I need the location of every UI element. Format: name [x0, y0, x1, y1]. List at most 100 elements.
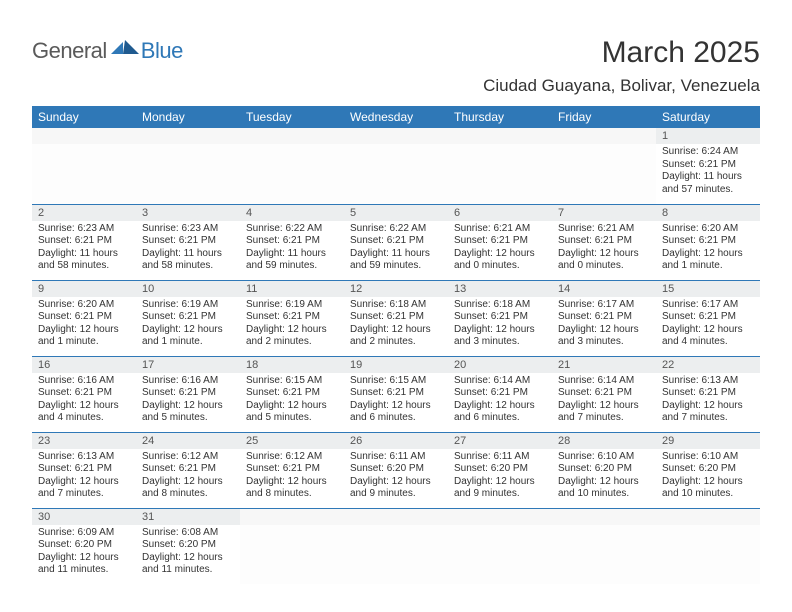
day-number: [448, 128, 552, 144]
calendar-cell: 1Sunrise: 6:24 AMSunset: 6:21 PMDaylight…: [656, 128, 760, 204]
day-number: 29: [656, 433, 760, 449]
sunrise-line: Sunrise: 6:19 AM: [246, 299, 338, 312]
sunrise-line: Sunrise: 6:14 AM: [454, 375, 546, 388]
day-number: 22: [656, 357, 760, 373]
sunset-line: Sunset: 6:20 PM: [454, 463, 546, 476]
sunrise-line: Sunrise: 6:08 AM: [142, 527, 234, 540]
day-number: 26: [344, 433, 448, 449]
day-details: Sunrise: 6:19 AMSunset: 6:21 PMDaylight:…: [240, 297, 344, 353]
calendar-table: SundayMondayTuesdayWednesdayThursdayFrid…: [32, 106, 760, 584]
day-number: [448, 509, 552, 525]
day-details: Sunrise: 6:11 AMSunset: 6:20 PMDaylight:…: [344, 449, 448, 505]
calendar-cell-empty: [344, 128, 448, 204]
day-details: Sunrise: 6:13 AMSunset: 6:21 PMDaylight:…: [32, 449, 136, 505]
sunset-line: Sunset: 6:21 PM: [662, 235, 754, 248]
calendar-cell: 10Sunrise: 6:19 AMSunset: 6:21 PMDayligh…: [136, 280, 240, 356]
day-number: 23: [32, 433, 136, 449]
sunrise-line: Sunrise: 6:20 AM: [662, 223, 754, 236]
day-number: 10: [136, 281, 240, 297]
calendar-cell: 9Sunrise: 6:20 AMSunset: 6:21 PMDaylight…: [32, 280, 136, 356]
day-number: 30: [32, 509, 136, 525]
calendar-body: 1Sunrise: 6:24 AMSunset: 6:21 PMDaylight…: [32, 128, 760, 584]
calendar-cell: 31Sunrise: 6:08 AMSunset: 6:20 PMDayligh…: [136, 508, 240, 584]
calendar-cell: 5Sunrise: 6:22 AMSunset: 6:21 PMDaylight…: [344, 204, 448, 280]
day-details: Sunrise: 6:09 AMSunset: 6:20 PMDaylight:…: [32, 525, 136, 581]
sunset-line: Sunset: 6:21 PM: [558, 311, 650, 324]
daylight-line: Daylight: 12 hours and 1 minute.: [662, 248, 754, 273]
calendar-week: 9Sunrise: 6:20 AMSunset: 6:21 PMDaylight…: [32, 280, 760, 356]
daylight-line: Daylight: 12 hours and 6 minutes.: [454, 400, 546, 425]
calendar-cell: 27Sunrise: 6:11 AMSunset: 6:20 PMDayligh…: [448, 432, 552, 508]
daylight-line: Daylight: 12 hours and 8 minutes.: [246, 476, 338, 501]
sunset-line: Sunset: 6:21 PM: [454, 387, 546, 400]
sunrise-line: Sunrise: 6:23 AM: [142, 223, 234, 236]
calendar-header: SundayMondayTuesdayWednesdayThursdayFrid…: [32, 106, 760, 128]
calendar-cell: 11Sunrise: 6:19 AMSunset: 6:21 PMDayligh…: [240, 280, 344, 356]
day-details: Sunrise: 6:23 AMSunset: 6:21 PMDaylight:…: [32, 221, 136, 277]
day-number: 7: [552, 205, 656, 221]
weekday-header: Wednesday: [344, 106, 448, 128]
day-details: Sunrise: 6:16 AMSunset: 6:21 PMDaylight:…: [32, 373, 136, 429]
day-details: Sunrise: 6:20 AMSunset: 6:21 PMDaylight:…: [656, 221, 760, 277]
calendar-cell: 13Sunrise: 6:18 AMSunset: 6:21 PMDayligh…: [448, 280, 552, 356]
sunset-line: Sunset: 6:21 PM: [142, 387, 234, 400]
calendar-cell-empty: [552, 508, 656, 584]
day-number: 16: [32, 357, 136, 373]
day-number: [344, 509, 448, 525]
daylight-line: Daylight: 12 hours and 2 minutes.: [350, 324, 442, 349]
sunrise-line: Sunrise: 6:12 AM: [246, 451, 338, 464]
daylight-line: Daylight: 12 hours and 0 minutes.: [454, 248, 546, 273]
calendar-cell-empty: [240, 128, 344, 204]
brand-logo: General Blue: [32, 36, 183, 65]
sunset-line: Sunset: 6:21 PM: [350, 235, 442, 248]
day-number: 27: [448, 433, 552, 449]
day-number: 2: [32, 205, 136, 221]
day-details: Sunrise: 6:17 AMSunset: 6:21 PMDaylight:…: [552, 297, 656, 353]
day-number: 14: [552, 281, 656, 297]
day-number: [240, 509, 344, 525]
calendar-week: 23Sunrise: 6:13 AMSunset: 6:21 PMDayligh…: [32, 432, 760, 508]
calendar-cell-empty: [344, 508, 448, 584]
day-details: Sunrise: 6:22 AMSunset: 6:21 PMDaylight:…: [344, 221, 448, 277]
calendar-cell: 8Sunrise: 6:20 AMSunset: 6:21 PMDaylight…: [656, 204, 760, 280]
sunrise-line: Sunrise: 6:24 AM: [662, 146, 754, 159]
sunset-line: Sunset: 6:20 PM: [38, 539, 130, 552]
sunset-line: Sunset: 6:21 PM: [662, 311, 754, 324]
sunset-line: Sunset: 6:21 PM: [662, 159, 754, 172]
day-number: 28: [552, 433, 656, 449]
day-details: Sunrise: 6:14 AMSunset: 6:21 PMDaylight:…: [552, 373, 656, 429]
calendar-week: 16Sunrise: 6:16 AMSunset: 6:21 PMDayligh…: [32, 356, 760, 432]
sunset-line: Sunset: 6:21 PM: [38, 463, 130, 476]
calendar-cell: 25Sunrise: 6:12 AMSunset: 6:21 PMDayligh…: [240, 432, 344, 508]
day-number: 20: [448, 357, 552, 373]
day-number: [552, 128, 656, 144]
daylight-line: Daylight: 12 hours and 1 minute.: [142, 324, 234, 349]
sunrise-line: Sunrise: 6:22 AM: [246, 223, 338, 236]
calendar-cell: 20Sunrise: 6:14 AMSunset: 6:21 PMDayligh…: [448, 356, 552, 432]
calendar-cell: 3Sunrise: 6:23 AMSunset: 6:21 PMDaylight…: [136, 204, 240, 280]
daylight-line: Daylight: 11 hours and 59 minutes.: [246, 248, 338, 273]
calendar-cell: 30Sunrise: 6:09 AMSunset: 6:20 PMDayligh…: [32, 508, 136, 584]
sunset-line: Sunset: 6:21 PM: [142, 235, 234, 248]
calendar-cell: 6Sunrise: 6:21 AMSunset: 6:21 PMDaylight…: [448, 204, 552, 280]
calendar-cell-empty: [448, 128, 552, 204]
sunrise-line: Sunrise: 6:15 AM: [350, 375, 442, 388]
calendar-cell: 16Sunrise: 6:16 AMSunset: 6:21 PMDayligh…: [32, 356, 136, 432]
sunrise-line: Sunrise: 6:19 AM: [142, 299, 234, 312]
day-number: 17: [136, 357, 240, 373]
daylight-line: Daylight: 12 hours and 3 minutes.: [558, 324, 650, 349]
flag-icon: [111, 36, 139, 59]
sunrise-line: Sunrise: 6:21 AM: [558, 223, 650, 236]
day-number: 1: [656, 128, 760, 144]
daylight-line: Daylight: 12 hours and 10 minutes.: [558, 476, 650, 501]
month-title: March 2025: [483, 36, 760, 70]
day-details: Sunrise: 6:14 AMSunset: 6:21 PMDaylight:…: [448, 373, 552, 429]
day-number: 8: [656, 205, 760, 221]
daylight-line: Daylight: 11 hours and 57 minutes.: [662, 171, 754, 196]
calendar-cell: 26Sunrise: 6:11 AMSunset: 6:20 PMDayligh…: [344, 432, 448, 508]
day-details: Sunrise: 6:24 AMSunset: 6:21 PMDaylight:…: [656, 144, 760, 200]
daylight-line: Daylight: 12 hours and 5 minutes.: [142, 400, 234, 425]
day-details: Sunrise: 6:15 AMSunset: 6:21 PMDaylight:…: [240, 373, 344, 429]
sunrise-line: Sunrise: 6:14 AM: [558, 375, 650, 388]
calendar-cell-empty: [448, 508, 552, 584]
